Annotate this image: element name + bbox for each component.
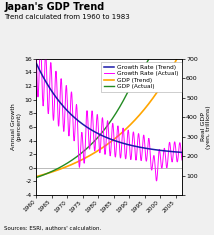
Growth Rate (Actual) [155,180,158,182]
Growth Rate (Actual) [132,132,135,135]
GDP (Actual) [73,157,75,160]
Growth Rate (Trend) [35,62,38,65]
Growth Rate (Trend) [181,151,183,154]
Text: Japan's GDP Trend: Japan's GDP Trend [4,2,104,12]
GDP (Trend) [121,131,123,134]
GDP (Trend) [145,106,147,109]
GDP (Actual) [132,82,135,85]
GDP (Trend) [101,146,104,149]
Growth Rate (Actual) [39,41,42,44]
Text: Sources: ESRI, authors' calculation.: Sources: ESRI, authors' calculation. [4,225,101,230]
Growth Rate (Actual) [73,139,75,142]
Line: Growth Rate (Actual): Growth Rate (Actual) [36,42,182,181]
GDP (Trend) [181,47,183,50]
Growth Rate (Trend) [61,104,63,106]
Y-axis label: Annual Growth
(percent): Annual Growth (percent) [11,104,22,150]
Growth Rate (Trend) [73,116,75,118]
Growth Rate (Actual) [101,116,104,119]
Line: Growth Rate (Trend): Growth Rate (Trend) [36,63,182,153]
Growth Rate (Trend) [101,134,104,137]
GDP (Trend) [35,175,38,178]
Growth Rate (Actual) [35,52,38,55]
Line: GDP (Trend): GDP (Trend) [36,49,182,176]
Growth Rate (Actual) [145,160,147,162]
GDP (Actual) [145,63,147,66]
Growth Rate (Trend) [121,142,123,145]
Growth Rate (Trend) [132,145,135,147]
Growth Rate (Actual) [121,132,124,134]
GDP (Actual) [101,131,104,134]
Text: Trend calculated from 1960 to 1983: Trend calculated from 1960 to 1983 [4,14,130,20]
GDP (Actual) [121,101,123,104]
GDP (Actual) [35,176,38,179]
Legend: Growth Rate (Trend), Growth Rate (Actual), GDP (Trend), GDP (Actual): Growth Rate (Trend), Growth Rate (Actual… [101,62,181,92]
GDP (Actual) [61,165,63,168]
Growth Rate (Actual) [181,159,183,161]
GDP (Trend) [73,162,75,165]
Growth Rate (Actual) [61,102,64,104]
GDP (Trend) [61,167,63,170]
GDP (Trend) [132,120,135,123]
Line: GDP (Actual): GDP (Actual) [36,0,182,177]
Growth Rate (Trend) [145,147,147,150]
Y-axis label: Real GDP
(yen, trillions): Real GDP (yen, trillions) [201,105,211,149]
